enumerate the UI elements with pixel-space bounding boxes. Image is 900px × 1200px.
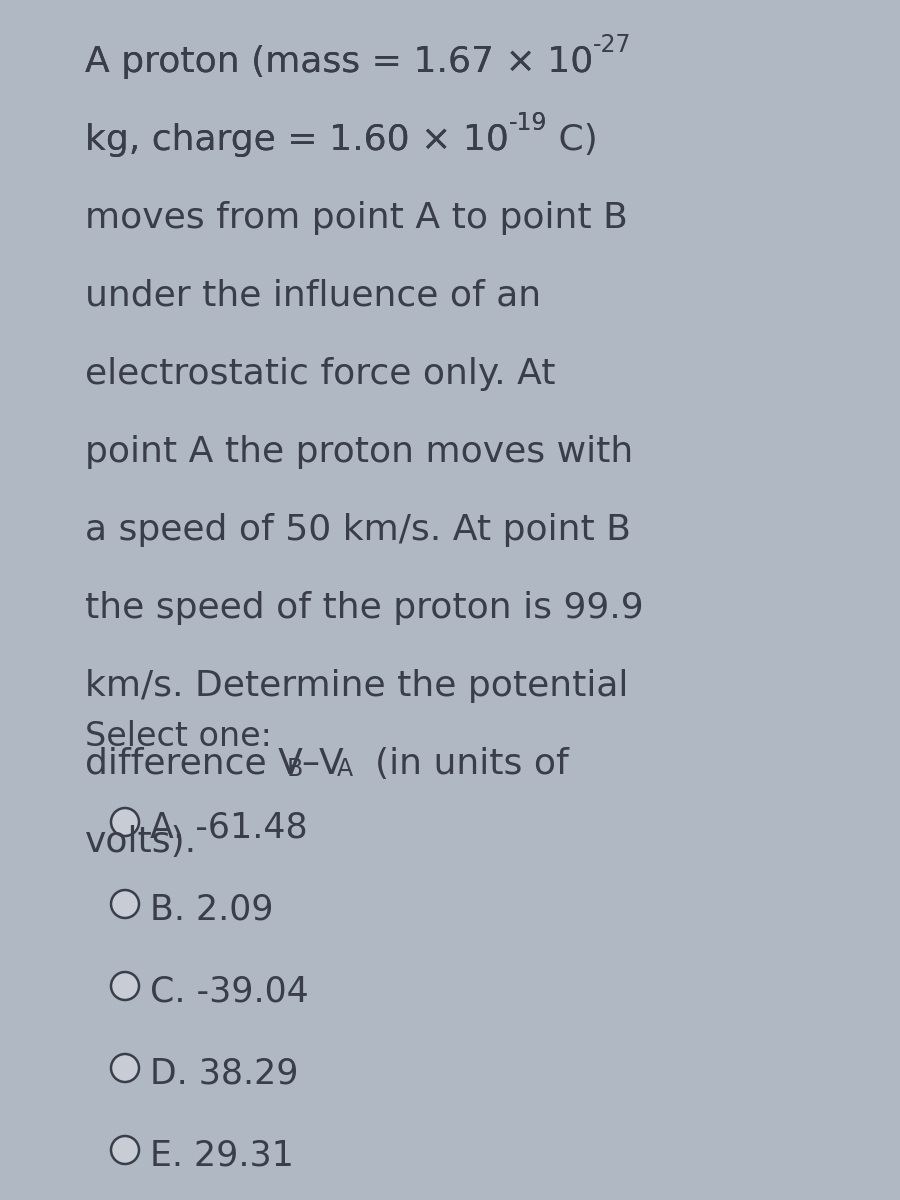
Text: under the influence of an: under the influence of an — [85, 278, 541, 313]
Text: B. 2.09: B. 2.09 — [150, 892, 274, 926]
Circle shape — [111, 1054, 139, 1082]
Text: moves from point A to point B: moves from point A to point B — [85, 200, 628, 235]
Circle shape — [111, 1136, 139, 1164]
Text: -19: -19 — [508, 110, 547, 134]
Text: Select one:: Select one: — [85, 720, 272, 754]
Text: electrostatic force only. At: electrostatic force only. At — [85, 358, 555, 391]
Text: C. -39.04: C. -39.04 — [150, 974, 309, 1008]
Text: -19: -19 — [508, 110, 547, 134]
Text: kg, charge = 1.60 × 10: kg, charge = 1.60 × 10 — [85, 122, 508, 157]
Text: (in units of: (in units of — [352, 746, 569, 781]
Text: point A the proton moves with: point A the proton moves with — [85, 434, 634, 469]
Text: the speed of the proton is 99.9: the speed of the proton is 99.9 — [85, 590, 644, 625]
Text: D. 38.29: D. 38.29 — [150, 1056, 299, 1090]
Text: –V: –V — [301, 746, 344, 781]
Text: a speed of 50 km/s. At point B: a speed of 50 km/s. At point B — [85, 514, 631, 547]
Text: km/s. Determine the potential: km/s. Determine the potential — [85, 670, 628, 703]
Circle shape — [111, 890, 139, 918]
Text: E. 29.31: E. 29.31 — [150, 1138, 294, 1172]
Text: kg, charge = 1.60 × 10: kg, charge = 1.60 × 10 — [85, 122, 508, 157]
Text: C): C) — [547, 122, 598, 157]
Text: A proton (mass = 1.67 × 10: A proton (mass = 1.67 × 10 — [85, 44, 593, 79]
Text: B: B — [287, 757, 303, 781]
Text: difference V: difference V — [85, 746, 303, 781]
Text: volts).: volts). — [85, 826, 197, 859]
Text: -27: -27 — [593, 32, 632, 56]
Text: A. -61.48: A. -61.48 — [150, 810, 308, 844]
Text: A proton (mass = 1.67 × 10: A proton (mass = 1.67 × 10 — [85, 44, 593, 79]
Circle shape — [111, 808, 139, 836]
Circle shape — [111, 972, 139, 1000]
Text: A: A — [337, 757, 353, 781]
